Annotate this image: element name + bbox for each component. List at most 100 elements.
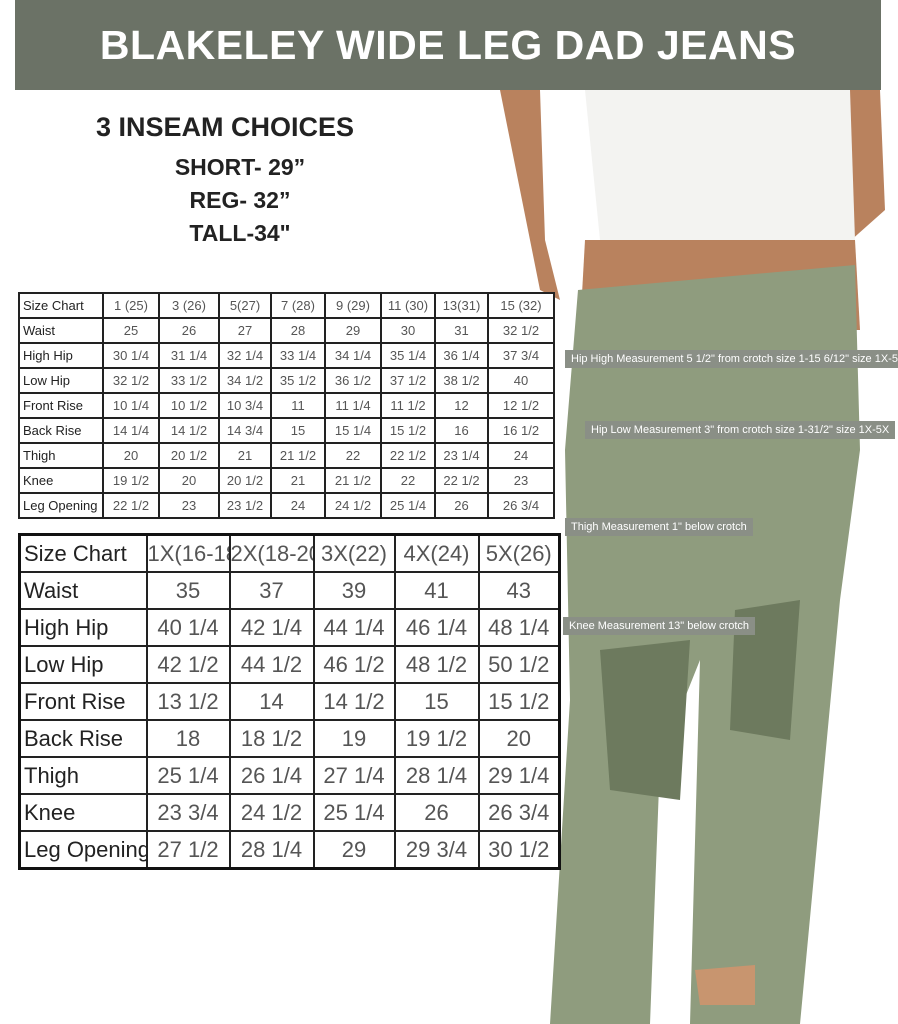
cell: 37 1/2 [380,367,436,394]
cell: 34 1/4 [324,342,382,369]
cell: 32 1/2 [487,317,555,344]
inseam-option: REG- 32” [189,187,291,213]
cell: 14 [228,682,315,721]
cell: 36 1/2 [324,367,382,394]
cell: 28 1/4 [228,830,315,870]
table-row: Knee 19 1/2 20 20 1/2 21 21 1/2 22 22 1/2 23 [18,467,555,494]
cell: 41 [393,571,480,610]
row-label: Low Hip [18,645,148,684]
cell: 35 1/4 [380,342,436,369]
cell: 37 3/4 [487,342,555,369]
cell: 23 [487,467,555,494]
cell: 11 [270,392,326,419]
cell: 35 [145,571,231,610]
row-label: Leg Opening [18,492,104,519]
cell: 37 [228,571,315,610]
header-cell: 13(31) [434,292,489,319]
cell: 10 3/4 [218,392,272,419]
cell: 36 1/4 [434,342,489,369]
cell: 25 1/4 [312,793,396,832]
cell: 20 [102,442,160,469]
row-label: Low Hip [18,367,104,394]
cell: 32 1/2 [102,367,160,394]
cell: 31 1/4 [158,342,220,369]
cell: 10 1/4 [102,392,160,419]
header-cell: 2X(18-20) [228,533,315,573]
cell: 26 1/4 [228,756,315,795]
cell: 48 1/2 [393,645,480,684]
cell: 19 1/2 [393,719,480,758]
cell: 42 1/4 [228,608,315,647]
cell: 50 1/2 [477,645,561,684]
cell: 22 [324,442,382,469]
cell: 23 3/4 [145,793,231,832]
header-cell: 1X(16-18) [145,533,231,573]
cell: 22 1/2 [102,492,160,519]
cell: 12 1/2 [487,392,555,419]
header-cell: 11 (30) [380,292,436,319]
table-row: Low Hip 42 1/2 44 1/2 46 1/2 48 1/2 50 1/2 [18,645,561,684]
cell: 20 1/2 [218,467,272,494]
table-row: High Hip 30 1/4 31 1/4 32 1/4 33 1/4 34 1/4 35… [18,342,555,369]
cell: 21 [270,467,326,494]
table-row: High Hip 40 1/4 42 1/4 44 1/4 46 1/4 48 1/4 [18,608,561,647]
cell: 14 1/2 [158,417,220,444]
cell: 43 [477,571,561,610]
table-row: Back Rise 18 18 1/2 19 19 1/2 20 [18,719,561,758]
table-row: Knee 23 3/4 24 1/2 25 1/4 26 26 3/4 [18,793,561,832]
cell: 11 1/4 [324,392,382,419]
cell: 18 1/2 [228,719,315,758]
row-label: Back Rise [18,719,148,758]
cell: 20 [158,467,220,494]
table-row: Thigh 25 1/4 26 1/4 27 1/4 28 1/4 29 1/4 [18,756,561,795]
cell: 23 [158,492,220,519]
cell: 27 1/2 [145,830,231,870]
cell: 22 [380,467,436,494]
table-row: Back Rise 14 1/4 14 1/2 14 3/4 15 15 1/4 15 1/… [18,417,555,444]
cell: 29 [312,830,396,870]
cell: 28 [270,317,326,344]
cell: 15 [270,417,326,444]
header-cell: Size Chart [18,292,104,319]
row-label: Knee [18,793,148,832]
cell: 40 1/4 [145,608,231,647]
inseam-heading: 3 INSEAM CHOICES [95,112,355,142]
row-label: High Hip [18,608,148,647]
row-label: Waist [18,571,148,610]
cell: 14 1/4 [102,417,160,444]
cell: 15 1/2 [380,417,436,444]
cell: 10 1/2 [158,392,220,419]
inseam-option: TALL-34" [189,220,291,246]
cell: 15 1/2 [477,682,561,721]
cell: 19 [312,719,396,758]
annotation: Thigh Measurement 1" below crotch [565,518,753,536]
title: BLAKELEY WIDE LEG DAD JEANS [15,0,881,90]
cell: 29 [324,317,382,344]
cell: 27 1/4 [312,756,396,795]
cell: 32 1/4 [218,342,272,369]
row-label: Waist [18,317,104,344]
cell: 34 1/2 [218,367,272,394]
cell: 19 1/2 [102,467,160,494]
header-cell: 1 (25) [102,292,160,319]
cell: 25 1/4 [380,492,436,519]
cell: 26 3/4 [477,793,561,832]
cell: 21 1/2 [324,467,382,494]
cell: 30 1/4 [102,342,160,369]
row-label: Leg Opening [18,830,148,870]
header-cell: 5(27) [218,292,272,319]
cell: 35 1/2 [270,367,326,394]
cell: 23 1/2 [218,492,272,519]
header-cell: 9 (29) [324,292,382,319]
cell: 24 [487,442,555,469]
cell: 38 1/2 [434,367,489,394]
header-cell: 4X(24) [393,533,480,573]
table-row: Leg Opening 27 1/2 28 1/4 29 29 3/4 30 1/2 [18,830,561,870]
cell: 44 1/4 [312,608,396,647]
header-cell: Size Chart [18,533,148,573]
cell: 20 1/2 [158,442,220,469]
cell: 15 1/4 [324,417,382,444]
cell: 11 1/2 [380,392,436,419]
